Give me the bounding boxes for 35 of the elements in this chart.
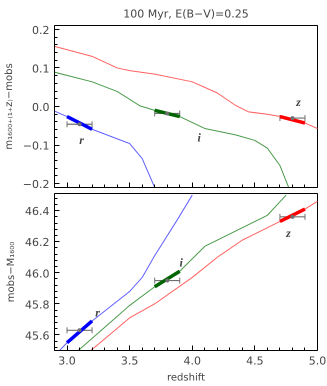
y-axis-title: m₁₆₀₀₊₍₁₊z₎−mobs — [4, 63, 15, 150]
line-series — [78, 194, 287, 350]
x-tick-label: 3.5 — [120, 354, 138, 368]
point — [78, 122, 82, 126]
line-series — [54, 72, 290, 188]
x-tick-label: 4.0 — [184, 354, 202, 368]
chart-title: 100 Myr, E(B−V)=0.25 — [123, 8, 249, 20]
y-tick-label: 0.0 — [32, 101, 50, 114]
point — [165, 111, 170, 116]
annotation: z — [285, 226, 292, 240]
y-tick-label: −0.2 — [22, 178, 50, 192]
y-tick-label: 0.2 — [32, 24, 50, 37]
y-axis-title: mobs−M₁₆₀₀ — [6, 242, 18, 302]
x-axis-title: redshift — [167, 372, 206, 384]
y-tick-label: −0.1 — [22, 140, 50, 153]
x-tick-label: 3.0 — [58, 354, 76, 368]
y-tick-label: 46.4 — [25, 205, 50, 218]
annotation: i — [198, 130, 202, 144]
annotation: r — [79, 133, 84, 148]
point — [290, 116, 294, 120]
line-series — [90, 200, 318, 350]
x-tick-label: 4.5 — [246, 354, 264, 368]
y-tick-label: 45.6 — [25, 329, 50, 342]
annotation: r — [95, 305, 100, 320]
point — [165, 278, 170, 283]
annotation: z — [295, 95, 302, 110]
y-tick-label: 46.2 — [25, 236, 50, 250]
line-series — [54, 46, 318, 129]
point — [290, 214, 294, 219]
y-tick-label: 0.1 — [32, 62, 50, 76]
x-tick-label: 5.0 — [308, 354, 326, 368]
y-tick-label: 45.8 — [25, 298, 50, 312]
point — [78, 328, 82, 332]
annotation: i — [180, 256, 184, 270]
y-tick-label: 46.0 — [25, 267, 50, 280]
